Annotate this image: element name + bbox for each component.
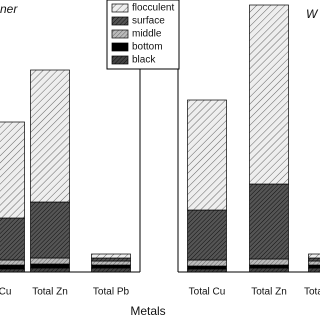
- legend-swatch: [111, 42, 129, 52]
- bar-segment: [187, 259, 227, 267]
- bar-segment: [249, 4, 289, 185]
- x-tick-label: Total Zn: [251, 287, 287, 298]
- x-tick-label: Total Zn: [32, 287, 68, 298]
- bar-segment: [187, 99, 227, 211]
- bar-segment: [0, 217, 25, 261]
- bar-segment: [30, 267, 70, 273]
- x-tick-label: Cu: [0, 287, 11, 298]
- bar-segment: [0, 121, 25, 219]
- bar-segment: [0, 259, 25, 266]
- panel-title: ner: [0, 2, 18, 16]
- x-tick-label: Total Cu: [189, 287, 226, 298]
- legend-swatch: [111, 3, 129, 13]
- bar-segment: [187, 265, 227, 270]
- bar-segment: [308, 257, 320, 262]
- legend-label: bottom: [132, 42, 163, 53]
- bar-segment: [249, 267, 289, 273]
- legend-swatch: [111, 55, 129, 65]
- legend-items: flocculent surface middle bottom black: [111, 3, 174, 66]
- bar-segment: [30, 69, 70, 203]
- bar-segment: [308, 253, 320, 259]
- legend-swatch: [111, 16, 129, 26]
- bar-segment: [308, 267, 320, 273]
- legend-label: black: [132, 55, 156, 66]
- legend-swatch: [111, 29, 129, 39]
- legend-label: middle: [132, 29, 162, 40]
- bar-segment: [249, 264, 289, 269]
- bar-segment: [308, 264, 320, 269]
- bar-segment: [249, 258, 289, 266]
- bar-segment: [187, 209, 227, 261]
- bar-segment: [308, 260, 320, 266]
- bar-segment: [187, 268, 227, 273]
- bar-segment: [91, 267, 131, 273]
- bar-segment: [91, 260, 131, 266]
- bar-segment: [91, 264, 131, 269]
- panel-title: W: [306, 7, 319, 21]
- bar-segment: [91, 257, 131, 262]
- bar-segment: [249, 183, 289, 260]
- legend-label: surface: [132, 16, 165, 27]
- x-axis-label: Metals: [130, 304, 165, 318]
- bar-segment: [30, 257, 70, 265]
- bar-segment: [0, 268, 25, 273]
- bar-segment: [30, 201, 70, 259]
- bar-segment: [30, 263, 70, 269]
- bar-segment: [91, 253, 131, 259]
- legend-label: flocculent: [132, 3, 174, 14]
- x-tick-label: Total: [304, 287, 320, 298]
- bar-segment: [0, 264, 25, 270]
- x-tick-label: Total Pb: [93, 287, 130, 298]
